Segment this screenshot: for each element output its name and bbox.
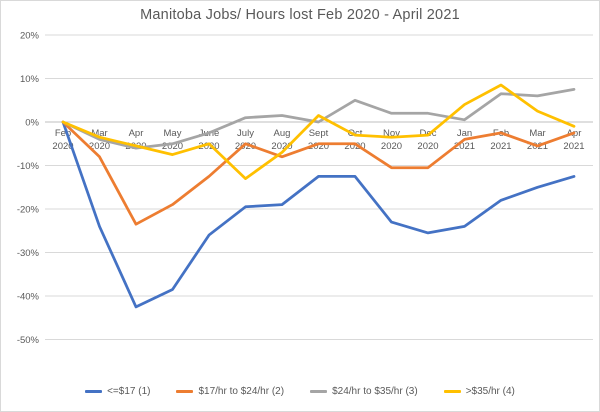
legend-line-marker [310, 390, 328, 393]
x-tick-label: July 2020 [235, 128, 256, 152]
x-tick-label: Feb 2020 [52, 128, 73, 152]
y-tick-label: -20% [17, 205, 40, 216]
x-tick-label: Mar 2021 [527, 128, 548, 152]
legend-item-4: >$35/hr (4) [443, 386, 515, 397]
legend-item-1: <=$17 (1) [85, 386, 150, 397]
chart-title: Manitoba Jobs/ Hours lost Feb 2020 - Apr… [140, 7, 460, 23]
series-line-3 [61, 88, 576, 150]
x-tick-label: Mar 2020 [89, 128, 110, 152]
legend-label: $17/hr to $24/hr (2) [198, 386, 285, 397]
legend-line-marker [85, 390, 103, 393]
y-tick-label: 10% [20, 74, 40, 85]
legend: <=$17 (1) $17/hr to $24/hr (2) $24/hr to $… [1, 386, 599, 397]
legend-item-3: $24/hr to $35/hr (3) [310, 386, 418, 397]
x-tick-label: Nov 2020 [381, 128, 402, 152]
series-line-2 [61, 120, 576, 226]
legend-label: >$35/hr (4) [465, 386, 515, 397]
legend-label: $24/hr to $35/hr (3) [332, 386, 418, 397]
y-tick-label: -30% [17, 248, 40, 259]
x-tick-label: May 2020 [162, 128, 183, 152]
series-line-1 [61, 120, 576, 309]
y-tick-label: 0% [25, 118, 39, 129]
x-tick-label: Dec 2020 [417, 128, 438, 152]
y-tick-label: -50% [17, 335, 40, 346]
legend-line-marker [443, 390, 461, 393]
x-tick-label: Jan 2021 [454, 128, 475, 152]
x-tick-label: Aug 2020 [271, 128, 292, 152]
legend-label: <=$17 (1) [107, 386, 151, 397]
x-tick-label: Sept 2020 [308, 128, 329, 152]
legend-item-2: $17/hr to $24/hr (2) [176, 386, 284, 397]
legend-line-marker [176, 390, 194, 393]
series-line-4 [61, 83, 576, 180]
x-tick-label: Oct 2020 [344, 128, 365, 152]
y-tick-label: -40% [17, 292, 40, 303]
y-tick-label: -10% [17, 161, 40, 172]
y-tick-label: 20% [20, 31, 40, 42]
